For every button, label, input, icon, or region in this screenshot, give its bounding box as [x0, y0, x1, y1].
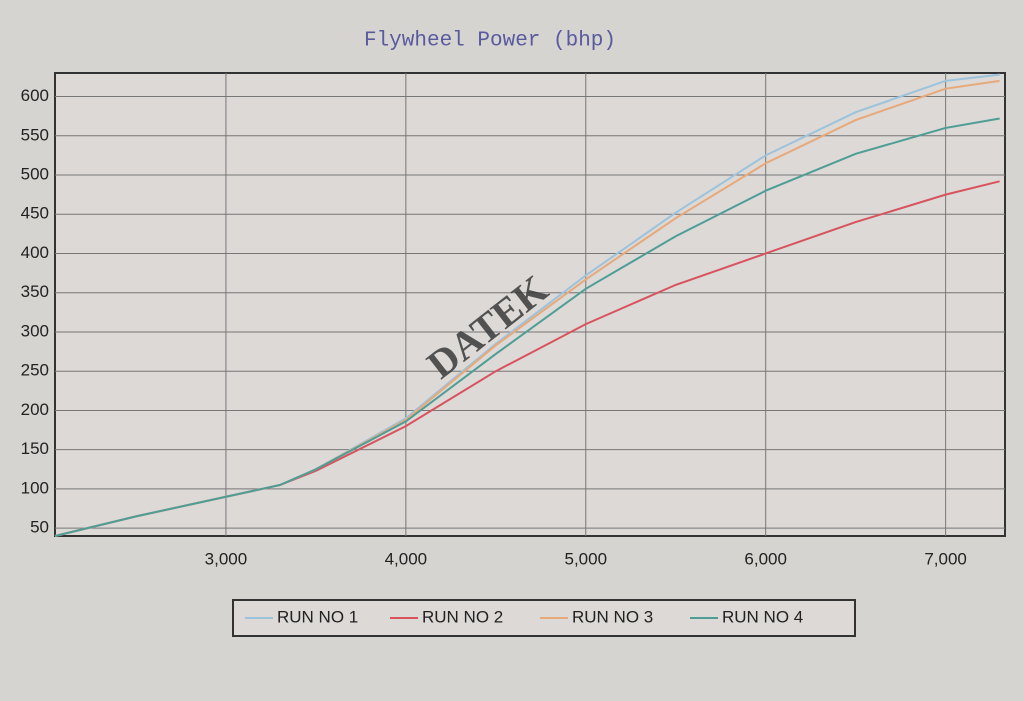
- y-tick-label: 300: [21, 321, 49, 340]
- plot-area: [54, 72, 1006, 537]
- legend-label: RUN NO 3: [572, 607, 653, 626]
- x-tick-label: 7,000: [924, 549, 967, 568]
- legend-label: RUN NO 2: [422, 607, 503, 626]
- y-tick-label: 600: [21, 86, 49, 105]
- legend-label: RUN NO 1: [277, 607, 358, 626]
- chart-title: Flywheel Power (bhp): [364, 30, 616, 53]
- x-tick-label: 5,000: [565, 549, 608, 568]
- y-tick-label: 550: [21, 125, 49, 144]
- x-tick-label: 3,000: [205, 549, 248, 568]
- y-tick-label: 50: [30, 518, 49, 537]
- y-tick-label: 150: [21, 439, 49, 458]
- y-tick-label: 250: [21, 361, 49, 380]
- y-tick-label: 200: [21, 400, 49, 419]
- y-tick-label: 100: [21, 478, 49, 497]
- y-tick-label: 500: [21, 165, 49, 184]
- y-tick-label: 350: [21, 282, 49, 301]
- x-tick-label: 4,000: [385, 549, 428, 568]
- x-tick-label: 6,000: [744, 549, 787, 568]
- legend-label: RUN NO 4: [722, 607, 803, 626]
- y-tick-label: 400: [21, 243, 49, 262]
- line: [54, 117, 1000, 537]
- y-tick-label: 450: [21, 204, 49, 223]
